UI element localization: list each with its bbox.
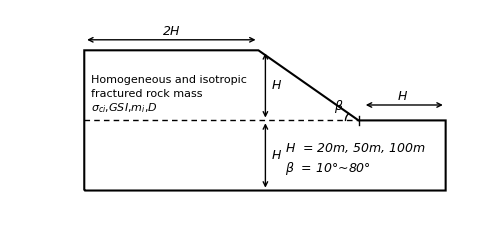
- Text: $\beta$: $\beta$: [334, 98, 344, 115]
- Text: $H$  = 20m, 50m, 100m: $H$ = 20m, 50m, 100m: [284, 142, 426, 155]
- Text: Homogeneous and isotropic: Homogeneous and isotropic: [91, 75, 247, 85]
- Text: $H$: $H$: [396, 90, 407, 103]
- Text: $\beta$  = 10°~80°: $\beta$ = 10°~80°: [284, 160, 370, 177]
- Text: $H$: $H$: [270, 149, 281, 162]
- Text: 2$H$: 2$H$: [162, 25, 181, 38]
- Text: $H$: $H$: [270, 79, 281, 92]
- Text: fractured rock mass: fractured rock mass: [91, 89, 202, 99]
- Text: $\sigma_{ci}$,$GSI$,$m_i$,$D$: $\sigma_{ci}$,$GSI$,$m_i$,$D$: [91, 101, 158, 115]
